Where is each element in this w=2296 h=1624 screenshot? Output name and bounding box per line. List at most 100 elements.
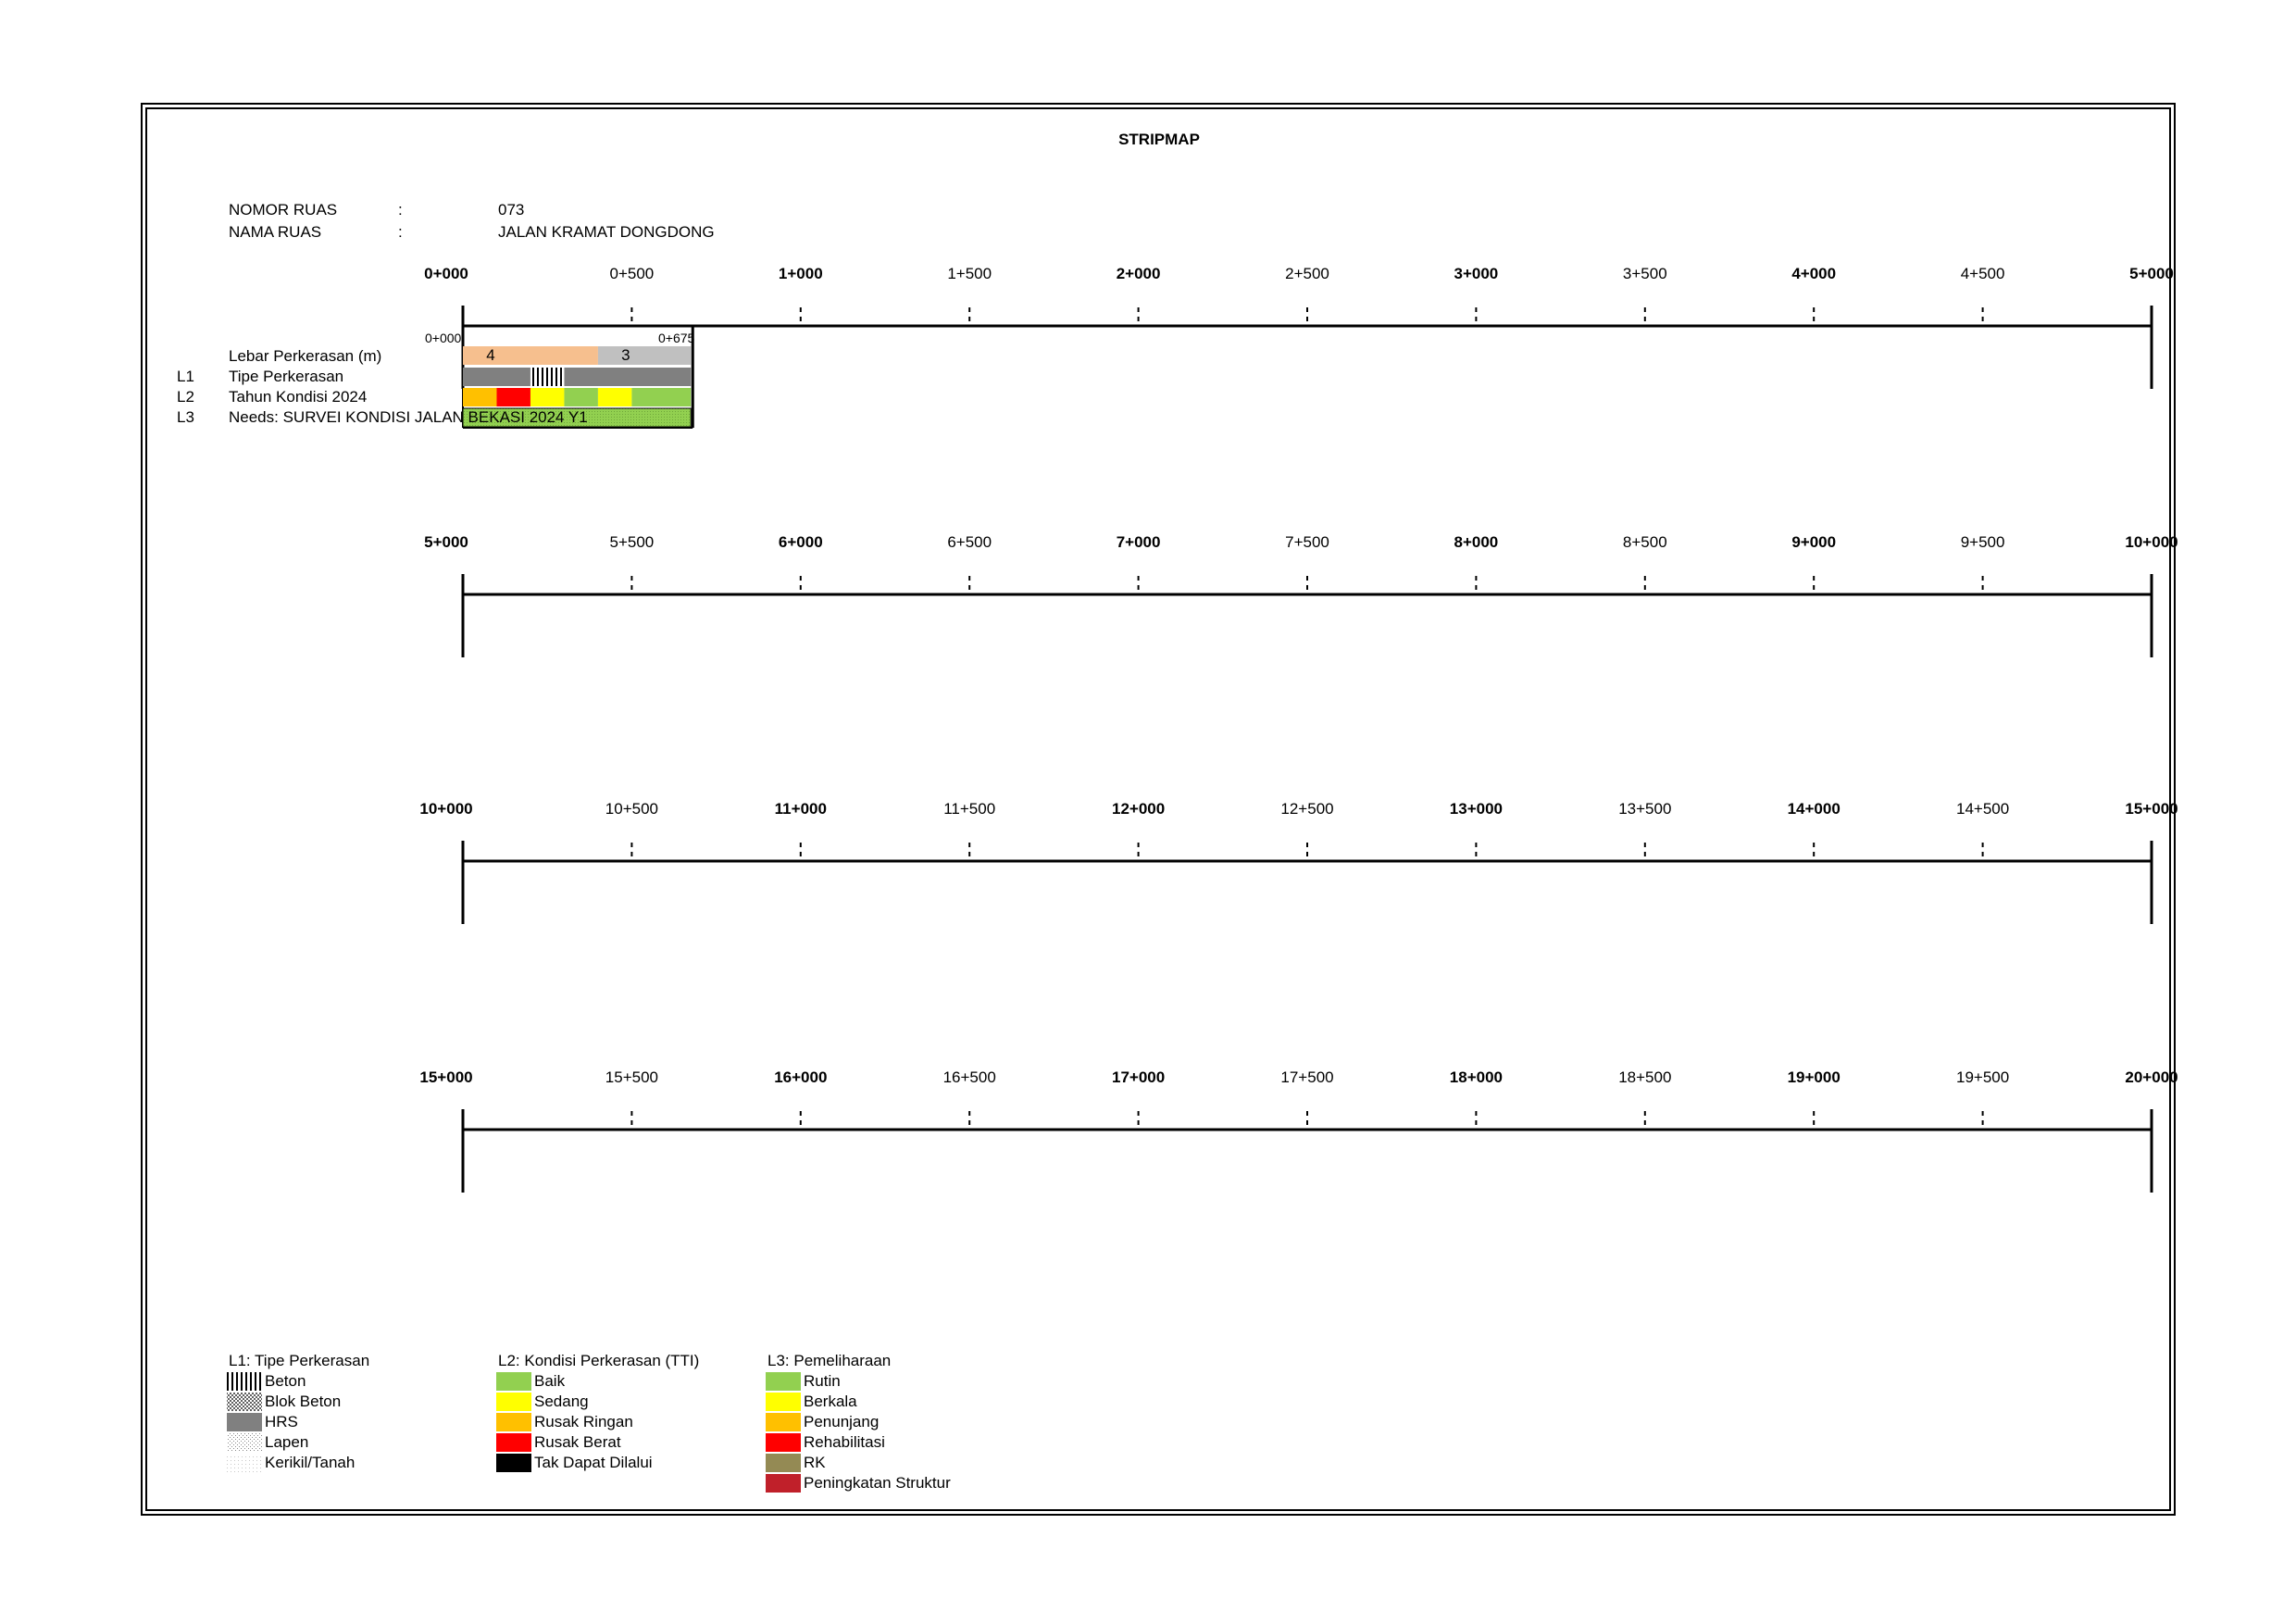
- legend-swatch: [227, 1393, 262, 1411]
- strip-tick-label: 2+500: [1285, 265, 1329, 282]
- strip-tick-label: 3+500: [1622, 265, 1667, 282]
- legend-swatch: [496, 1413, 531, 1431]
- strip-tick-label: 19+000: [1787, 1068, 1841, 1086]
- strip-tick-label: 12+500: [1280, 800, 1334, 818]
- strip-tick-label: 11+500: [943, 800, 996, 818]
- legend-swatch: [766, 1474, 801, 1493]
- segment-end-label: 0+675: [658, 331, 695, 345]
- nama-ruas-label: NAMA RUAS: [229, 223, 322, 241]
- legend-l2-title: L2: Kondisi Perkerasan (TTI): [498, 1352, 700, 1369]
- legend-item-label: Rehabilitasi: [804, 1433, 885, 1451]
- legend-swatch: [766, 1433, 801, 1452]
- nomor-ruas-value: 073: [498, 201, 525, 219]
- strip-tick-label: 13+000: [1449, 800, 1503, 818]
- kondisi-band: [463, 388, 497, 406]
- legend-swatch: [766, 1393, 801, 1411]
- legend-swatch: [496, 1433, 531, 1452]
- row-code-l3: L3: [177, 408, 194, 426]
- strip-tick-label: 14+000: [1787, 800, 1841, 818]
- kondisi-band: [631, 388, 692, 406]
- strip-tick-label: 18+500: [1618, 1068, 1672, 1086]
- strip-tick-label: 2+000: [1116, 265, 1161, 282]
- legend-swatch: [766, 1454, 801, 1472]
- strip-tick-label: 15+000: [2125, 800, 2178, 818]
- legend-item-label: Blok Beton: [265, 1393, 342, 1410]
- strip-tick-label: 4+000: [1791, 265, 1837, 282]
- legend-item-label: Beton: [265, 1372, 306, 1390]
- legend-item-label: Penunjang: [804, 1413, 880, 1430]
- legend-item-label: HRS: [265, 1413, 298, 1430]
- strip-tick-label: 5+000: [2129, 265, 2174, 282]
- legend-item-label: Peningkatan Struktur: [804, 1474, 951, 1492]
- strip-tick-label: 0+000: [424, 265, 468, 282]
- row-code-l1: L1: [177, 368, 194, 385]
- nama-ruas-value: JALAN KRAMAT DONGDONG: [498, 223, 715, 241]
- strip-tick-label: 4+500: [1960, 265, 2005, 282]
- kondisi-band: [564, 388, 598, 406]
- strip-tick-label: 19+500: [1955, 1068, 2010, 1086]
- row-label-lebar: Lebar Perkerasan (m): [229, 347, 382, 365]
- strip-tick-label: 5+500: [609, 533, 655, 551]
- strip-tick-label: 18+000: [1449, 1068, 1503, 1086]
- row-label-needs: Needs: SURVEI KONDISI JALAN BEKASI 2024 …: [229, 408, 588, 426]
- strip-tick-label: 9+000: [1791, 533, 1837, 551]
- strip-tick-label: 7+000: [1116, 533, 1161, 551]
- strip-tick-label: 20+000: [2125, 1068, 2178, 1086]
- row-label-kondisi: Tahun Kondisi 2024: [229, 388, 368, 406]
- strip-tick-label: 12+000: [1111, 800, 1166, 818]
- legend-item-label: Baik: [534, 1372, 566, 1390]
- legend-item-label: Berkala: [804, 1393, 857, 1410]
- legend-swatch: [227, 1433, 262, 1452]
- kondisi-band: [530, 388, 565, 406]
- strip-tick-label: 17+500: [1280, 1068, 1334, 1086]
- legend-swatches: [227, 1372, 801, 1493]
- strip-tick-label: 15+000: [419, 1068, 473, 1086]
- kondisi-band: [496, 388, 530, 406]
- lebar-value: 4: [486, 346, 495, 364]
- strip-tick-label: 5+000: [424, 533, 468, 551]
- nama-ruas-separator: :: [398, 223, 403, 241]
- nomor-ruas-label: NOMOR RUAS: [229, 201, 338, 219]
- strip-tick-label: 11+000: [774, 800, 827, 818]
- strip-tick-label: 16+000: [774, 1068, 828, 1086]
- row-code-l2: L2: [177, 388, 194, 406]
- lebar-value: 3: [621, 346, 630, 364]
- strip-tick-label: 7+500: [1285, 533, 1329, 551]
- legend-item-label: Rusak Ringan: [534, 1413, 633, 1430]
- lebar-band: [463, 346, 598, 365]
- legend-item-label: Lapen: [265, 1433, 309, 1451]
- strip-tick-label: 1+000: [778, 265, 823, 282]
- legend-swatch: [496, 1454, 531, 1472]
- legend-item-label: RK: [804, 1454, 826, 1471]
- strips-layer: [461, 306, 2153, 1193]
- legend-l3-title: L3: Pemeliharaan: [767, 1352, 892, 1369]
- strip-tick-label: 16+500: [942, 1068, 996, 1086]
- legend-item-label: Sedang: [534, 1393, 589, 1410]
- legend-item-label: Rutin: [804, 1372, 841, 1390]
- page-title: STRIPMAP: [1118, 131, 1200, 148]
- strip-tick-label: 6+000: [778, 533, 823, 551]
- strip-tick-label: 6+500: [947, 533, 992, 551]
- legend-item-label: Tak Dapat Dilalui: [534, 1454, 653, 1471]
- strip-tick-label: 13+500: [1618, 800, 1672, 818]
- needs-band: [462, 407, 692, 428]
- strip-tick-label: 15+500: [605, 1068, 658, 1086]
- legend-swatch: [227, 1454, 262, 1472]
- strip-tick-label: 10+000: [419, 800, 473, 818]
- segment-layer: [462, 326, 694, 429]
- legend-item-label: Rusak Berat: [534, 1433, 621, 1451]
- legend-swatch: [766, 1372, 801, 1391]
- page-frame-inner: [145, 107, 2171, 1511]
- legend-swatch: [496, 1372, 531, 1391]
- legend-item-label: Kerikil/Tanah: [265, 1454, 356, 1471]
- tipe-band: [530, 368, 565, 386]
- legend-swatch: [227, 1413, 262, 1431]
- strip-tick-label: 0+500: [609, 265, 655, 282]
- segment-start-label: 0+000: [425, 331, 462, 345]
- strip-tick-label: 3+000: [1454, 265, 1499, 282]
- legend-swatch: [496, 1393, 531, 1411]
- page-frame-outer: [141, 103, 2176, 1516]
- strip-tick-label: 17+000: [1111, 1068, 1166, 1086]
- strip-tick-label: 14+500: [1955, 800, 2010, 818]
